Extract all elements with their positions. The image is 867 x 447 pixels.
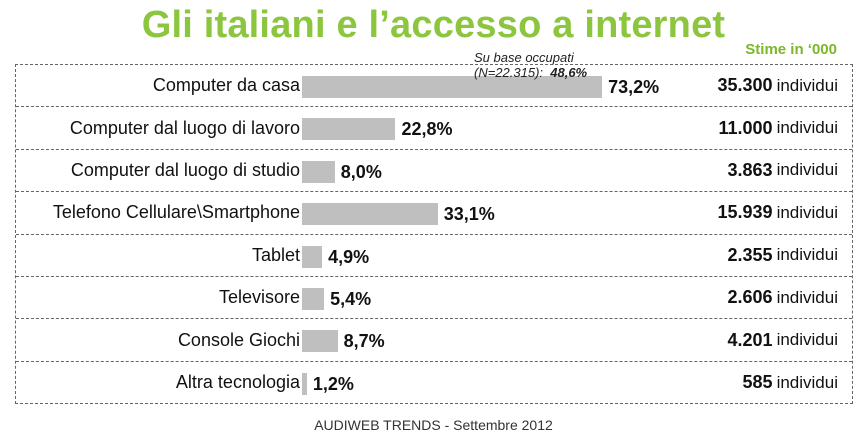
category-label: Televisore [218, 287, 300, 308]
source-caption: AUDIWEB TRENDS - Settembre 2012 [314, 417, 553, 433]
table-row: Televisore 5,4% 2.606 individui [16, 277, 852, 320]
table-row: Telefono Cellulare\Smartphone 33,1% 15.939… [16, 192, 852, 235]
value-label: 22,8% [401, 119, 453, 140]
chart-title: Gli italiani e l’accesso a internet [141, 4, 726, 46]
value-label: 8,7% [343, 331, 385, 352]
count-value: 2.355 [727, 244, 773, 265]
note-line-1: Su base occupati [474, 50, 574, 65]
note-line-2: (N=22.315): 48,6% [474, 65, 587, 80]
category-label: Computer dal luogo di lavoro [69, 117, 300, 138]
note-base: (N=22.315): [474, 65, 544, 80]
count-value: 4.201 [727, 329, 773, 350]
table-row: Computer dal luogo di lavoro 22,8% 11.000 i… [16, 107, 852, 150]
count-unit: individui [776, 372, 838, 392]
table-row: Computer da casa 73,2% 35.300 individui [16, 65, 852, 108]
count-value: 11.000 [718, 117, 773, 138]
value-label: 1,2% [312, 373, 354, 394]
bar [302, 245, 323, 268]
category-label: Computer da casa [152, 75, 300, 96]
value-label: 73,2% [608, 77, 660, 97]
count-unit: individui [776, 160, 838, 180]
count-unit: individui [776, 75, 838, 95]
bar [302, 372, 307, 395]
count-unit: individui [776, 245, 838, 265]
value-label: 33,1% [443, 204, 495, 225]
value-label: 5,4% [330, 289, 372, 309]
category-label: Altra tecnologia [175, 372, 300, 393]
bar [302, 118, 396, 141]
count-cell: 4.201 individui [728, 319, 838, 360]
bar [302, 203, 438, 226]
occupati-note: Su base occupati (N=22.315): 48,6% [474, 50, 587, 80]
category-label: Telefono Cellulare\Smartphone [52, 202, 300, 223]
count-value: 2.606 [727, 287, 773, 308]
value-label: 8,0% [340, 161, 382, 182]
count-cell: 2.355 individui [728, 235, 838, 276]
note-value: 48,6% [550, 65, 588, 80]
count-value: 3.863 [727, 159, 773, 180]
chart-subtitle: Stime in ‘000 [745, 41, 837, 58]
count-value: 585 [742, 372, 773, 393]
count-cell: 35.300 individui [718, 65, 839, 106]
count-cell: 585 individui [743, 362, 838, 404]
data-table: Computer da casa 73,2% 35.300 individui Comp… [15, 64, 853, 404]
count-cell: 11.000 individui [719, 107, 839, 148]
count-unit: individui [776, 202, 838, 222]
bar [302, 330, 338, 353]
value-label: 4,9% [328, 246, 370, 267]
bar [302, 76, 603, 98]
bar [302, 288, 325, 310]
count-value: 15.939 [717, 202, 773, 223]
count-cell: 15.939 individui [718, 192, 839, 233]
table-row: Computer dal luogo di studio 8,0% 3.863 ind… [16, 150, 852, 193]
count-unit: individui [776, 287, 838, 307]
category-label: Tablet [251, 244, 300, 265]
table-row: Console Giochi 8,7% 4.201 individui [16, 319, 852, 362]
table-row: Tablet 4,9% 2.355 individui [16, 235, 852, 277]
bar [302, 160, 335, 183]
count-cell: 2.606 individui [728, 277, 838, 318]
count-unit: individui [776, 330, 838, 350]
category-label: Console Giochi [177, 329, 300, 350]
count-cell: 3.863 individui [728, 150, 838, 191]
count-value: 35.300 [717, 75, 773, 96]
table-row: Altra tecnologia 1,2% 585 individui [16, 362, 852, 404]
count-unit: individui [776, 118, 838, 138]
category-label: Computer dal luogo di studio [70, 159, 300, 180]
